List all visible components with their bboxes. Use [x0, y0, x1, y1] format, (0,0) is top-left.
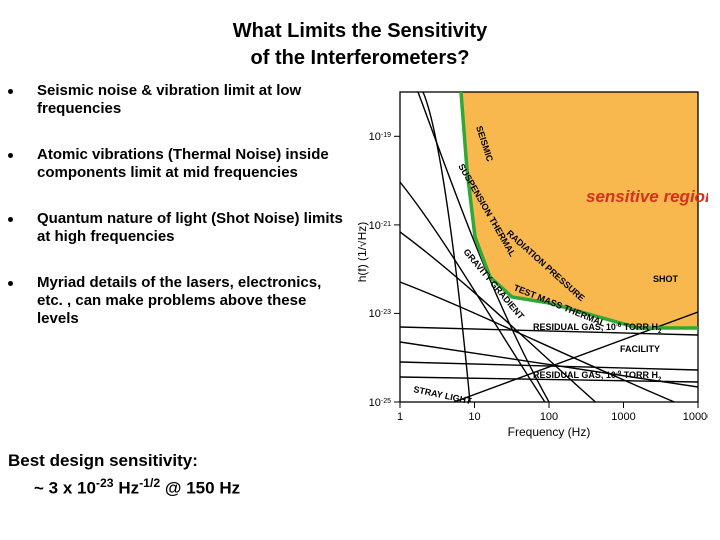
y-ticks [394, 136, 400, 402]
bullet-dot-icon [8, 89, 13, 94]
bullet-dot-icon [8, 153, 13, 158]
ytick-19: 10-19 [369, 131, 391, 143]
sensitive-region [400, 92, 698, 328]
content-row: Seismic noise & vibration limit at low f… [0, 72, 720, 442]
bullet-text: Quantum nature of light (Shot Noise) lim… [37, 210, 350, 246]
xtick-100: 100 [540, 411, 558, 423]
xtick-10000: 10000 [683, 411, 708, 423]
ytick-25: 10-25 [369, 397, 391, 409]
label-facility: FACILITY [620, 344, 660, 354]
y-axis-label: h(f) (1/√Hz) [358, 222, 369, 283]
ytick-21: 10-21 [369, 220, 391, 232]
bullet-dot-icon [8, 217, 13, 222]
footer-line-1: Best design sensitivity: [8, 448, 712, 474]
xtick-10: 10 [468, 411, 480, 423]
ytick-23: 10-23 [369, 308, 391, 320]
bullets-column: Seismic noise & vibration limit at low f… [8, 82, 358, 442]
bullet-item: Atomic vibrations (Thermal Noise) inside… [8, 146, 350, 182]
chart-svg: 1 10 100 1000 10000 Frequency (Hz) 10-25… [358, 82, 708, 442]
bullet-text: Atomic vibrations (Thermal Noise) inside… [37, 146, 350, 182]
slide-title: What Limits the Sensitivity of the Inter… [0, 0, 720, 72]
x-ticks [400, 402, 698, 408]
bullet-text: Seismic noise & vibration limit at low f… [37, 82, 350, 118]
bullet-item: Myriad details of the lasers, electronic… [8, 274, 350, 328]
footer-line-2: ~ 3 x 10-23 Hz-1/2 @ 150 Hz [8, 474, 712, 502]
title-line-2: of the Interferometers? [251, 47, 470, 69]
sensitivity-chart: 1 10 100 1000 10000 Frequency (Hz) 10-25… [358, 82, 708, 442]
label-stray: STRAY LIGHT [413, 384, 473, 406]
bullet-dot-icon [8, 281, 13, 286]
x-axis-label: Frequency (Hz) [508, 425, 591, 439]
title-line-1: What Limits the Sensitivity [233, 20, 487, 42]
bullet-item: Seismic noise & vibration limit at low f… [8, 82, 350, 118]
sensitive-region-label: sensitive region [586, 187, 708, 206]
xtick-1000: 1000 [611, 411, 635, 423]
xtick-1: 1 [397, 411, 403, 423]
bullet-item: Quantum nature of light (Shot Noise) lim… [8, 210, 350, 246]
bullet-text: Myriad details of the lasers, electronic… [37, 274, 350, 328]
footer-text: Best design sensitivity: ~ 3 x 10-23 Hz-… [0, 442, 720, 502]
label-shot: SHOT [653, 274, 679, 284]
